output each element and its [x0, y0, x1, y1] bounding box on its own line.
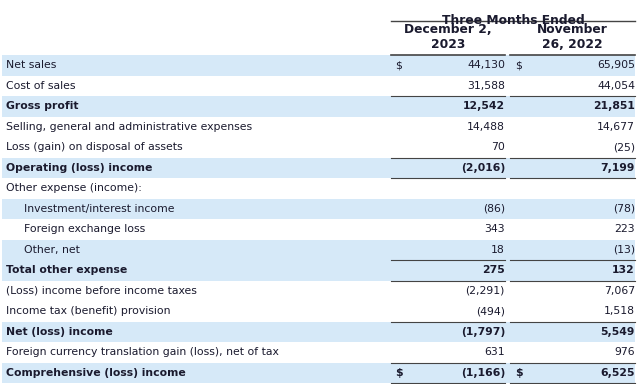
Text: Other, net: Other, net [24, 245, 80, 255]
Text: Comprehensive (loss) income: Comprehensive (loss) income [6, 368, 186, 378]
Text: Operating (loss) income: Operating (loss) income [6, 163, 152, 173]
Text: Cost of sales: Cost of sales [6, 81, 76, 91]
Bar [2, 137, 635, 157]
Text: November
26, 2022: November 26, 2022 [537, 23, 608, 51]
Text: 7,199: 7,199 [600, 163, 635, 173]
Text: (86): (86) [483, 204, 505, 214]
Text: 976: 976 [614, 347, 635, 357]
Text: $: $ [515, 60, 522, 70]
Text: 275: 275 [483, 265, 505, 275]
Text: Foreign exchange loss: Foreign exchange loss [24, 224, 145, 234]
Text: (2,016): (2,016) [461, 163, 505, 173]
Text: 65,905: 65,905 [597, 60, 635, 70]
Text: 132: 132 [612, 265, 635, 275]
Bar [2, 219, 635, 240]
Text: 12,542: 12,542 [463, 101, 505, 111]
Bar [2, 362, 635, 383]
Text: $: $ [515, 368, 523, 378]
Text: (2,291): (2,291) [466, 286, 505, 296]
Text: 7,067: 7,067 [604, 286, 635, 296]
Text: Income tax (benefit) provision: Income tax (benefit) provision [6, 306, 170, 316]
Text: 18: 18 [492, 245, 505, 255]
Text: (Loss) income before income taxes: (Loss) income before income taxes [6, 286, 197, 296]
Text: 44,054: 44,054 [597, 81, 635, 91]
Text: Other expense (income):: Other expense (income): [6, 183, 142, 193]
Text: Gross profit: Gross profit [6, 101, 79, 111]
Text: Total other expense: Total other expense [6, 265, 127, 275]
Text: Foreign currency translation gain (loss), net of tax: Foreign currency translation gain (loss)… [6, 347, 279, 357]
Text: Net sales: Net sales [6, 60, 56, 70]
Bar [2, 280, 635, 301]
Bar [2, 199, 635, 219]
Text: December 2,
2023: December 2, 2023 [404, 23, 492, 51]
Text: Net (loss) income: Net (loss) income [6, 327, 113, 337]
Bar [2, 157, 635, 178]
Text: $: $ [395, 368, 403, 378]
Text: (25): (25) [613, 142, 635, 152]
Text: 21,851: 21,851 [593, 101, 635, 111]
Text: $: $ [395, 60, 402, 70]
Bar [2, 260, 635, 280]
Text: 6,525: 6,525 [600, 368, 635, 378]
Text: 31,588: 31,588 [467, 81, 505, 91]
Text: 5,549: 5,549 [600, 327, 635, 337]
Text: 44,130: 44,130 [467, 60, 505, 70]
Text: 14,488: 14,488 [467, 122, 505, 132]
Bar [2, 301, 635, 321]
Text: 631: 631 [484, 347, 505, 357]
Text: (494): (494) [476, 306, 505, 316]
Text: (78): (78) [613, 204, 635, 214]
Text: 14,677: 14,677 [597, 122, 635, 132]
Text: Three Months Ended: Three Months Ended [442, 14, 584, 27]
Bar [2, 342, 635, 362]
Text: 1,518: 1,518 [604, 306, 635, 316]
Bar [2, 178, 635, 199]
Bar [2, 96, 635, 116]
Text: Loss (gain) on disposal of assets: Loss (gain) on disposal of assets [6, 142, 182, 152]
Text: Selling, general and administrative expenses: Selling, general and administrative expe… [6, 122, 252, 132]
Bar [2, 55, 635, 76]
Text: 223: 223 [614, 224, 635, 234]
Bar [2, 321, 635, 342]
Bar [2, 116, 635, 137]
Text: (13): (13) [613, 245, 635, 255]
Bar [2, 240, 635, 260]
Text: Investment/interest income: Investment/interest income [24, 204, 175, 214]
Text: (1,166): (1,166) [461, 368, 505, 378]
Text: 70: 70 [491, 142, 505, 152]
Text: 343: 343 [484, 224, 505, 234]
Text: (1,797): (1,797) [461, 327, 505, 337]
Bar [2, 76, 635, 96]
